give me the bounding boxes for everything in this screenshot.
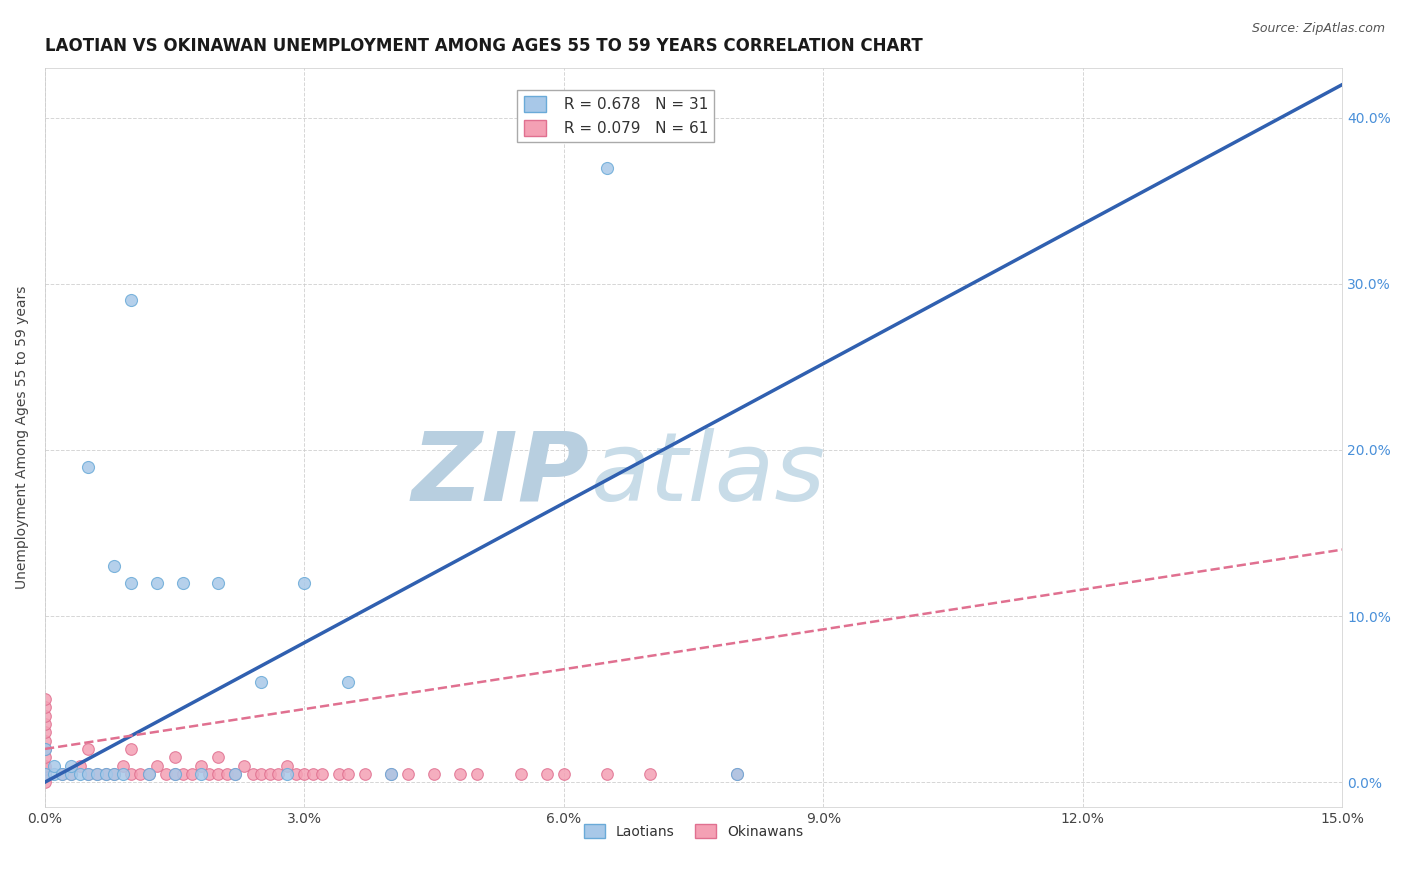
Point	[267, 767, 290, 781]
Point	[111, 758, 134, 772]
Point	[294, 767, 316, 781]
Point	[59, 767, 82, 781]
Point	[77, 767, 100, 781]
Point	[725, 767, 748, 781]
Point	[51, 767, 73, 781]
Point	[155, 767, 177, 781]
Point	[596, 767, 619, 781]
Point	[190, 758, 212, 772]
Point	[103, 767, 125, 781]
Point	[336, 675, 359, 690]
Point	[198, 767, 221, 781]
Point	[640, 767, 662, 781]
Point	[94, 767, 117, 781]
Point	[34, 767, 56, 781]
Point	[138, 767, 160, 781]
Point	[103, 767, 125, 781]
Y-axis label: Unemployment Among Ages 55 to 59 years: Unemployment Among Ages 55 to 59 years	[15, 285, 30, 590]
Point	[34, 750, 56, 764]
Point	[336, 767, 359, 781]
Point	[190, 767, 212, 781]
Point	[34, 692, 56, 706]
Point	[69, 767, 91, 781]
Point	[34, 725, 56, 739]
Point	[725, 767, 748, 781]
Point	[120, 575, 142, 590]
Point	[42, 767, 65, 781]
Point	[232, 758, 254, 772]
Point	[59, 767, 82, 781]
Point	[34, 775, 56, 789]
Point	[120, 742, 142, 756]
Point	[77, 459, 100, 474]
Text: ZIP: ZIP	[412, 428, 591, 521]
Text: atlas: atlas	[591, 428, 825, 521]
Point	[34, 717, 56, 731]
Point	[163, 767, 186, 781]
Point	[86, 767, 108, 781]
Point	[250, 767, 273, 781]
Text: LAOTIAN VS OKINAWAN UNEMPLOYMENT AMONG AGES 55 TO 59 YEARS CORRELATION CHART: LAOTIAN VS OKINAWAN UNEMPLOYMENT AMONG A…	[45, 37, 922, 55]
Point	[380, 767, 402, 781]
Point	[120, 767, 142, 781]
Point	[34, 742, 56, 756]
Point	[207, 767, 229, 781]
Point	[94, 767, 117, 781]
Point	[250, 675, 273, 690]
Point	[536, 767, 558, 781]
Point	[51, 767, 73, 781]
Point	[77, 742, 100, 756]
Point	[294, 575, 316, 590]
Point	[553, 767, 575, 781]
Point	[302, 767, 325, 781]
Point	[111, 767, 134, 781]
Point	[509, 767, 531, 781]
Point	[380, 767, 402, 781]
Point	[69, 758, 91, 772]
Point	[34, 758, 56, 772]
Point	[172, 767, 194, 781]
Point	[34, 742, 56, 756]
Point	[284, 767, 307, 781]
Point	[423, 767, 446, 781]
Point	[34, 762, 56, 776]
Point	[224, 767, 246, 781]
Point	[259, 767, 281, 781]
Point	[207, 575, 229, 590]
Point	[224, 767, 246, 781]
Point	[34, 708, 56, 723]
Point	[34, 767, 56, 781]
Point	[34, 700, 56, 714]
Point	[354, 767, 377, 781]
Point	[242, 767, 264, 781]
Point	[163, 767, 186, 781]
Point	[42, 758, 65, 772]
Point	[181, 767, 204, 781]
Point	[276, 767, 298, 781]
Point	[146, 575, 169, 590]
Point	[138, 767, 160, 781]
Point	[396, 767, 419, 781]
Point	[449, 767, 471, 781]
Point	[103, 559, 125, 574]
Point	[146, 758, 169, 772]
Text: Source: ZipAtlas.com: Source: ZipAtlas.com	[1251, 22, 1385, 36]
Point	[129, 767, 152, 781]
Point	[467, 767, 489, 781]
Point	[77, 767, 100, 781]
Point	[276, 758, 298, 772]
Point	[120, 293, 142, 308]
Point	[311, 767, 333, 781]
Point	[328, 767, 350, 781]
Point	[59, 758, 82, 772]
Point	[86, 767, 108, 781]
Legend: Laotians, Okinawans: Laotians, Okinawans	[578, 819, 808, 845]
Point	[207, 750, 229, 764]
Point	[163, 750, 186, 764]
Point	[172, 575, 194, 590]
Point	[596, 161, 619, 175]
Point	[34, 733, 56, 747]
Point	[215, 767, 238, 781]
